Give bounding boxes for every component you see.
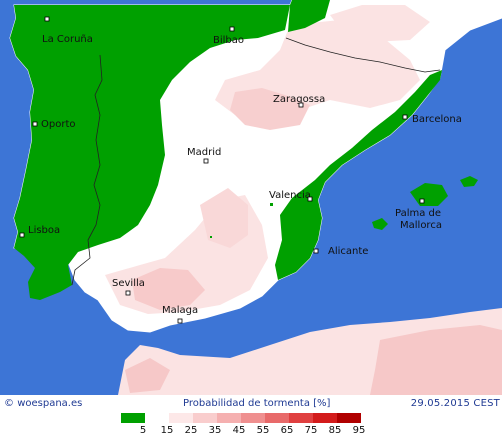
color-scale-legend: 5 15 25 35 45 55 65 75 85 95 <box>0 413 502 437</box>
probability-zone-zaragoza <box>230 88 310 130</box>
border-portugal-spain <box>71 54 103 286</box>
map-footer: © woespana.es Probabilidad de tormenta [… <box>0 395 502 438</box>
city-marker-sevilla[interactable] <box>125 290 131 296</box>
legend-label: 85 <box>328 425 342 436</box>
credit[interactable]: © woespana.es <box>4 398 82 409</box>
border-spain-france <box>285 37 441 73</box>
legend-swatch <box>193 413 217 423</box>
probability-zone-central <box>200 188 248 248</box>
legend-swatch <box>145 413 169 423</box>
legend-swatch <box>265 413 289 423</box>
probability-zone-africa-west <box>125 358 170 393</box>
legend-label: 15 <box>160 425 174 436</box>
low-probability-france <box>288 0 330 32</box>
thunderstorm-probability-map: La Coruña Bilbao Zaragossa Barcelona Opo… <box>0 0 502 395</box>
city-marker-barcelona[interactable] <box>402 114 408 120</box>
city-label-valencia: Valencia <box>269 190 311 201</box>
city-marker-zaragoza[interactable] <box>298 102 304 108</box>
city-label-zaragoza: Zaragossa <box>273 94 325 105</box>
legend-label: 65 <box>280 425 294 436</box>
city-marker-alicante[interactable] <box>313 248 319 254</box>
city-label-bilbao: Bilbao <box>213 35 244 46</box>
legend-label: 35 <box>208 425 222 436</box>
map-title: Probabilidad de tormenta [%] <box>183 398 331 409</box>
city-marker-malaga[interactable] <box>177 318 183 324</box>
low-probability-west <box>10 5 290 300</box>
city-label-mallorca: Mallorca <box>400 220 442 231</box>
city-marker-palma[interactable] <box>419 198 425 204</box>
legend-swatch <box>313 413 337 423</box>
city-label-sevilla: Sevilla <box>112 278 145 289</box>
legend-swatch <box>217 413 241 423</box>
island-ibiza <box>372 218 388 230</box>
probability-zone-east <box>330 5 430 42</box>
legend-swatch <box>169 413 193 423</box>
city-label-lisboa: Lisboa <box>28 225 60 236</box>
legend-label: 55 <box>256 425 270 436</box>
green-speck <box>270 203 273 206</box>
legend-label: 45 <box>232 425 246 436</box>
legend-swatch <box>241 413 265 423</box>
city-label-la-coruna: La Coruña <box>42 34 93 45</box>
green-speck <box>210 236 212 238</box>
map-date: 29.05.2015 CEST <box>410 398 500 409</box>
city-marker-valencia[interactable] <box>307 196 313 202</box>
city-label-malaga: Malaga <box>162 305 198 316</box>
city-markers: La Coruña Bilbao Zaragossa Barcelona Opo… <box>19 16 462 324</box>
legend-label: 75 <box>304 425 318 436</box>
low-probability-east-coast <box>275 70 442 280</box>
legend-swatch <box>337 413 361 423</box>
legend-swatch <box>121 413 145 423</box>
city-marker-bilbao[interactable] <box>229 26 235 32</box>
legend-label: 25 <box>184 425 198 436</box>
probability-zone-africa <box>370 325 502 395</box>
city-label-oporto: Oporto <box>41 119 76 130</box>
credit-text: woespana.es <box>17 398 83 409</box>
city-label-barcelona: Barcelona <box>412 114 462 125</box>
city-marker-lisboa[interactable] <box>19 232 25 238</box>
legend-swatch <box>289 413 313 423</box>
probability-zone-andalusia <box>132 268 205 310</box>
city-label-madrid: Madrid <box>187 147 221 158</box>
city-marker-madrid[interactable] <box>203 158 209 164</box>
legend-label: 95 <box>352 425 366 436</box>
island-mallorca <box>410 183 448 206</box>
island-menorca <box>460 176 478 187</box>
city-marker-oporto[interactable] <box>32 121 38 127</box>
country-borders <box>71 37 441 286</box>
copyright-icon: © <box>4 398 14 409</box>
city-marker-la-coruna[interactable] <box>44 16 50 22</box>
legend-label: 5 <box>139 425 147 436</box>
city-label-palma: Palma de <box>395 208 441 219</box>
city-label-alicante: Alicante <box>328 246 368 257</box>
